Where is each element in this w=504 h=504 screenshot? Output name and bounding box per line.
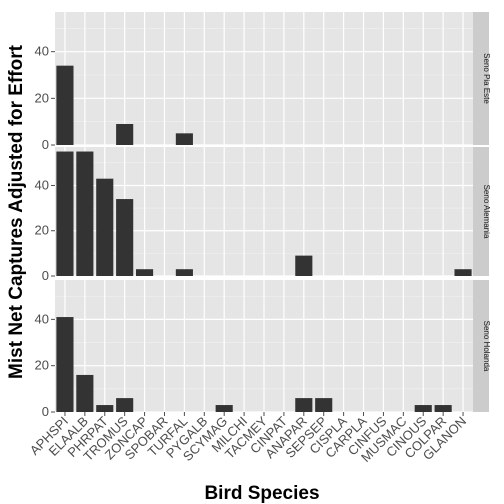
bar-anapar xyxy=(295,398,313,412)
bar-elaalb xyxy=(76,151,94,276)
bar-aphspi xyxy=(56,317,74,412)
y-tick-label: 40 xyxy=(35,311,49,326)
facet-strip xyxy=(473,280,489,412)
y-tick-label: 20 xyxy=(35,223,49,238)
facet-strip-label: Seno Alemania xyxy=(482,185,491,239)
bar-aphspi xyxy=(56,65,74,145)
bar-anapar xyxy=(295,255,313,276)
bar-elaalb xyxy=(76,374,94,412)
facet-panel-3: 0 20 40 Seno Holanda xyxy=(35,280,491,419)
bar-colpar xyxy=(434,405,452,412)
bar-aphspi xyxy=(56,151,74,276)
y-tick-label: 0 xyxy=(42,268,49,283)
facet-panel-2: 0 20 40 Seno Alemania xyxy=(35,147,491,283)
y-tick-label: 20 xyxy=(35,358,49,373)
bar-phrpat xyxy=(96,405,114,412)
facet-strip xyxy=(473,12,489,145)
bar-turfal xyxy=(175,133,193,145)
bar-zoncap xyxy=(136,269,154,276)
x-axis-label: Bird Species xyxy=(204,483,319,504)
y-axis-label: Mist Net Captures Adjusted for Effort xyxy=(6,44,27,379)
bar-glanon xyxy=(454,269,472,276)
y-tick-label: 40 xyxy=(35,177,49,192)
y-tick-label: 40 xyxy=(35,44,49,59)
bar-scymag xyxy=(215,405,233,412)
bar-cinous xyxy=(414,405,432,412)
facet-panel-1: 0 20 40 Seno Pia Este xyxy=(35,12,491,152)
y-tick-label: 20 xyxy=(35,90,49,105)
facet-strip xyxy=(473,147,489,276)
bar-sepsep xyxy=(315,398,333,412)
x-axis: APHSPIELAALBPHRPATTROMUSZONCAPSPOBARTURF… xyxy=(27,412,469,465)
facet-strip-label: Seno Holanda xyxy=(482,321,491,372)
facet-strip-label: Seno Pia Este xyxy=(482,53,491,104)
bar-phrpat xyxy=(96,178,114,276)
y-tick-label: 0 xyxy=(42,137,49,152)
bar-turfal xyxy=(175,269,193,276)
bar-tromus xyxy=(116,124,134,145)
bar-tromus xyxy=(116,199,134,276)
bar-tromus xyxy=(116,398,134,412)
y-tick-label: 0 xyxy=(42,404,49,419)
